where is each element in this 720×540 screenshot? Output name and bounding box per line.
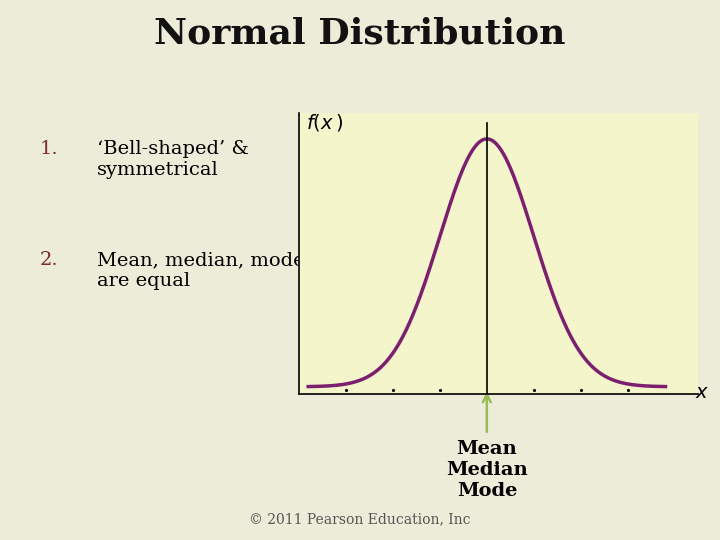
Text: Mean
Median
Mode: Mean Median Mode	[446, 440, 528, 500]
Text: $x$: $x$	[695, 383, 709, 402]
Text: ‘Bell-shaped’ &
symmetrical: ‘Bell-shaped’ & symmetrical	[97, 140, 249, 179]
Text: 2.: 2.	[40, 251, 58, 269]
Text: © 2011 Pearson Education, Inc: © 2011 Pearson Education, Inc	[249, 512, 471, 526]
Text: 1.: 1.	[40, 140, 58, 158]
Text: $f(x\/)$: $f(x\/)$	[306, 112, 343, 133]
Text: Mean, median, mode
are equal: Mean, median, mode are equal	[97, 251, 305, 290]
Text: Normal Distribution: Normal Distribution	[154, 16, 566, 50]
